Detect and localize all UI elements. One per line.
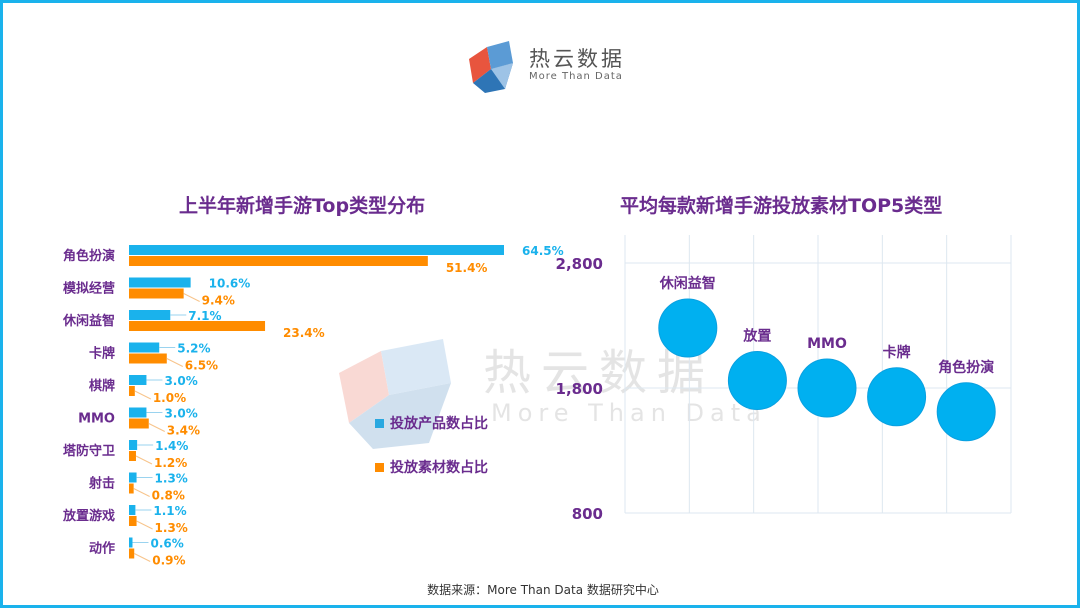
bar-products <box>129 342 160 353</box>
legend-label-materials: 投放素材数占比 <box>390 460 488 476</box>
category-label: 放置游戏 <box>62 508 115 524</box>
label-leader <box>134 390 152 400</box>
label-leader <box>183 293 200 302</box>
data-label-products: 5.2% <box>177 342 210 356</box>
bar-materials <box>129 256 428 266</box>
bubble-point <box>727 351 787 410</box>
data-label-materials: 0.8% <box>152 489 185 503</box>
category-label: 休闲益智 <box>62 313 115 329</box>
data-label-products: 64.5% <box>522 244 564 258</box>
data-label-products: 0.6% <box>150 537 183 551</box>
label-leader <box>135 455 153 465</box>
data-label-materials: 1.0% <box>153 391 186 405</box>
data-label-products: 7.1% <box>188 309 221 323</box>
bar-products <box>129 505 136 515</box>
logo-title: 热云数据 <box>529 47 625 71</box>
bubble-point <box>797 358 857 418</box>
y-tick-label: 1,800 <box>556 380 603 398</box>
label-leader <box>166 358 184 367</box>
bar-materials <box>129 386 135 396</box>
data-label-products: 3.0% <box>164 407 197 421</box>
left-chart-title: 上半年新增手游Top类型分布 <box>179 195 426 217</box>
data-label-materials: 1.3% <box>155 521 188 535</box>
category-label: 棋牌 <box>88 378 115 394</box>
bar-products <box>129 537 133 548</box>
data-label-products: 1.4% <box>155 439 188 453</box>
category-label: 模拟经营 <box>63 281 115 297</box>
bubble-label: 放置 <box>742 328 771 345</box>
data-label-materials: 1.2% <box>154 456 187 470</box>
category-label: MMO <box>78 412 115 427</box>
bar-products <box>129 472 137 483</box>
bar-products <box>129 440 138 450</box>
data-label-products: 10.6% <box>209 277 251 291</box>
logo: 热云数据 More Than Data <box>465 39 635 95</box>
bubble-point <box>936 382 996 442</box>
bar-products <box>129 375 147 385</box>
bar-materials <box>129 516 137 526</box>
bar-products <box>129 245 504 255</box>
label-leader <box>148 423 165 432</box>
data-label-products: 3.0% <box>164 374 197 388</box>
bar-materials <box>129 288 184 299</box>
bar-materials <box>129 418 149 429</box>
category-label: 卡牌 <box>89 346 115 362</box>
bar-materials <box>129 353 167 364</box>
data-label-materials: 3.4% <box>167 424 200 438</box>
label-leader <box>133 488 150 497</box>
bubble-label: 卡牌 <box>883 344 911 361</box>
category-label: 角色扮演 <box>63 248 115 264</box>
bar-products <box>129 277 191 288</box>
category-label: 射击 <box>88 476 115 492</box>
data-source-note: 数据来源：More Than Data 数据研究中心 <box>427 583 659 597</box>
data-label-materials: 23.4% <box>283 326 325 340</box>
category-label: 动作 <box>89 541 115 557</box>
right-chart-title: 平均每款新增手游投放素材TOP5类型 <box>620 195 943 217</box>
bubble-label: 休闲益智 <box>659 275 716 292</box>
label-leader <box>136 520 153 530</box>
logo-subtitle: More Than Data <box>529 71 623 82</box>
bar-chart: 角色扮演 64.5% 51.4% 模拟经营 10.6% 9.4% 休闲益智 7.1% 23.4%… <box>62 244 564 568</box>
legend-swatch-products <box>375 419 384 428</box>
bar-materials <box>129 321 266 331</box>
bubble-point <box>867 367 927 427</box>
bubble-label: 角色扮演 <box>938 359 994 376</box>
y-tick-label: 800 <box>572 505 603 523</box>
label-leader <box>134 553 151 562</box>
data-label-products: 1.1% <box>153 504 186 518</box>
category-label: 塔防守卫 <box>63 443 115 459</box>
bar-materials <box>129 483 134 494</box>
bubble-point <box>658 298 718 358</box>
y-tick-label: 2,800 <box>556 255 603 273</box>
bubble-label: MMO <box>807 336 847 352</box>
bar-products <box>129 310 171 320</box>
data-label-materials: 51.4% <box>446 261 488 275</box>
bar-materials <box>129 548 135 559</box>
data-label-materials: 6.5% <box>185 359 218 373</box>
bar-products <box>129 407 147 418</box>
data-label-products: 1.3% <box>155 472 188 486</box>
cube-logo-icon <box>469 41 513 93</box>
data-label-materials: 9.4% <box>202 294 235 308</box>
legend-label-products: 投放产品数占比 <box>390 416 488 432</box>
legend-swatch-materials <box>375 463 384 472</box>
bar-materials <box>129 451 136 461</box>
data-label-materials: 0.9% <box>152 554 185 568</box>
